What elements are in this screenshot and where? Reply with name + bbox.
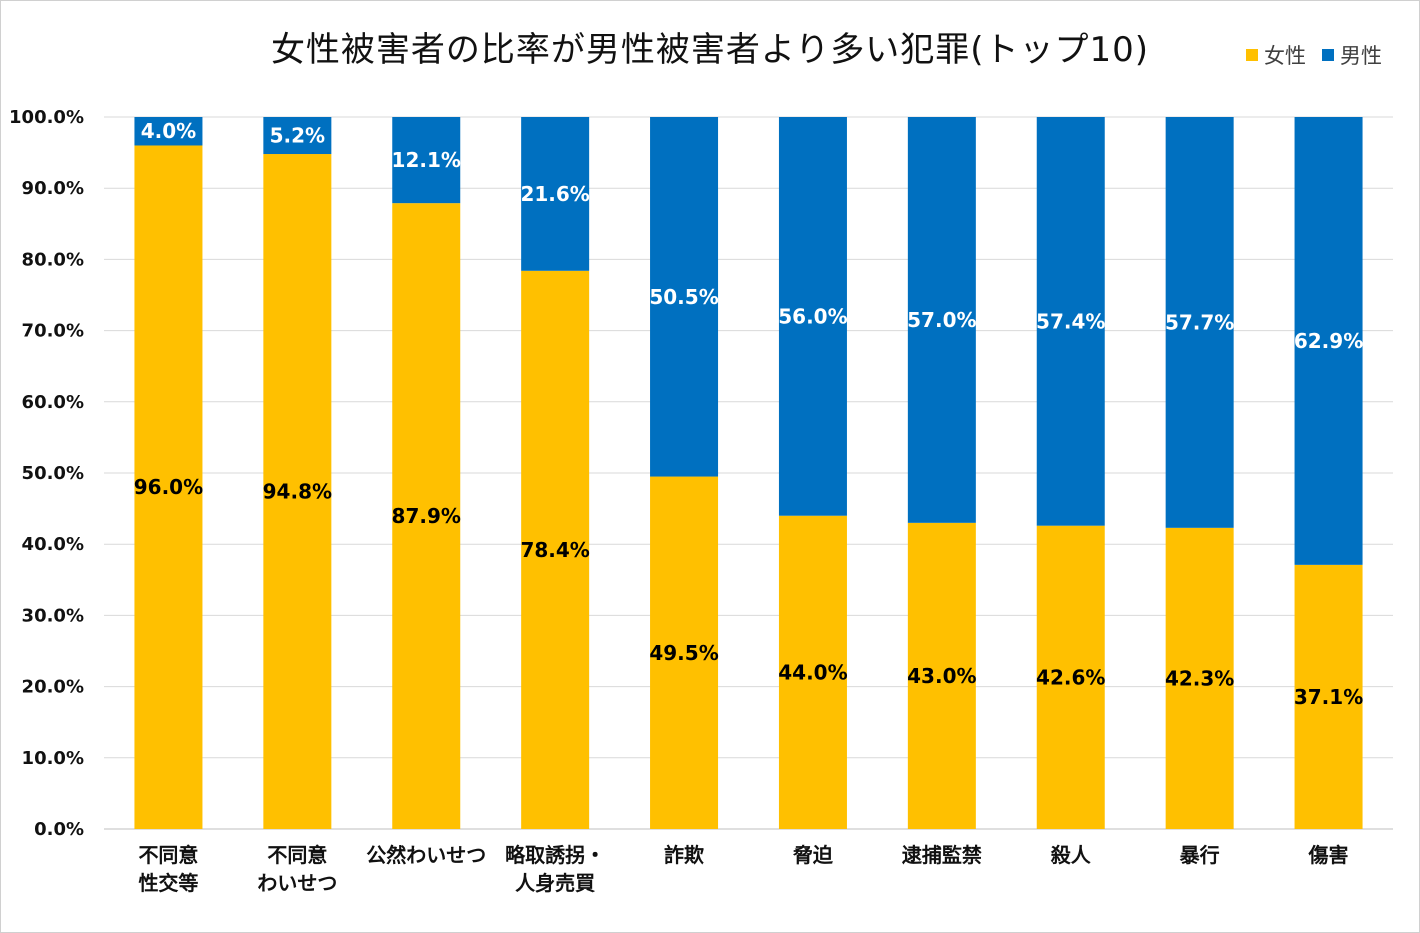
data-label-male: 56.0% bbox=[778, 304, 847, 328]
x-tick-label: 詐欺 bbox=[664, 843, 704, 867]
data-label-female: 42.3% bbox=[1165, 666, 1234, 690]
x-tick-label: 脅迫 bbox=[792, 843, 834, 867]
y-tick-label: 90.0% bbox=[22, 178, 84, 199]
x-tick-label: 略取誘拐・ bbox=[505, 843, 605, 867]
data-label-male: 21.6% bbox=[520, 182, 589, 206]
y-tick-label: 100.0% bbox=[9, 107, 84, 128]
y-tick-label: 20.0% bbox=[22, 677, 84, 698]
data-label-male: 57.0% bbox=[907, 308, 976, 332]
data-label-female: 78.4% bbox=[520, 538, 589, 562]
x-tick-label: 逮捕監禁 bbox=[902, 843, 982, 867]
y-tick-label: 10.0% bbox=[22, 748, 84, 769]
data-label-male: 57.4% bbox=[1036, 309, 1105, 333]
x-tick-label: わいせつ bbox=[257, 871, 337, 895]
y-tick-label: 80.0% bbox=[22, 249, 84, 270]
data-label-female: 96.0% bbox=[134, 475, 203, 499]
x-tick-label: 傷害 bbox=[1308, 843, 1349, 867]
data-label-female: 49.5% bbox=[649, 641, 718, 665]
y-tick-label: 40.0% bbox=[22, 534, 84, 555]
data-label-male: 50.5% bbox=[649, 285, 718, 309]
x-tick-label: 不同意 bbox=[267, 843, 327, 867]
x-tick-label: 不同意 bbox=[138, 843, 198, 867]
x-tick-label: 殺人 bbox=[1050, 843, 1092, 867]
y-tick-label: 70.0% bbox=[22, 321, 84, 342]
data-label-female: 94.8% bbox=[263, 480, 332, 504]
data-label-female: 87.9% bbox=[392, 504, 461, 528]
x-tick-label: 性交等 bbox=[138, 871, 198, 895]
y-tick-label: 60.0% bbox=[22, 392, 84, 413]
data-label-male: 4.0% bbox=[141, 119, 196, 143]
data-label-male: 12.1% bbox=[392, 148, 461, 172]
data-label-female: 43.0% bbox=[907, 664, 976, 688]
x-tick-label: 暴行 bbox=[1180, 843, 1220, 867]
data-label-female: 44.0% bbox=[778, 660, 847, 684]
x-tick-label: 人身売買 bbox=[515, 871, 595, 895]
y-tick-label: 30.0% bbox=[22, 605, 84, 626]
x-tick-label: 公然わいせつ bbox=[366, 843, 486, 867]
y-tick-label: 50.0% bbox=[22, 463, 84, 484]
data-label-male: 5.2% bbox=[270, 124, 325, 148]
data-label-female: 37.1% bbox=[1294, 685, 1363, 709]
y-tick-label: 0.0% bbox=[34, 819, 84, 840]
data-label-female: 42.6% bbox=[1036, 665, 1105, 689]
data-label-male: 57.7% bbox=[1165, 310, 1234, 334]
data-label-male: 62.9% bbox=[1294, 329, 1363, 353]
